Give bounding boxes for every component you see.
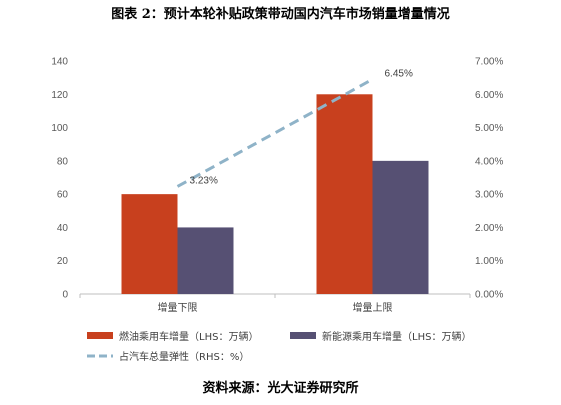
data-label: 6.45% [385,68,413,79]
y-left-tick-label: 140 [51,57,68,68]
elasticity-line [176,77,374,188]
legend: 燃油乘用车增量（LHS：万辆） 新能源乘用车增量（LHS：万辆） 占汽车总量弹性（R… [87,330,471,363]
data-label: 3.23% [190,175,218,186]
x-category-label: 增量上限 [353,301,393,314]
y-left-tick-label: 60 [57,190,69,201]
x-category-label: 增量下限 [158,301,198,314]
y-right-tick-label: 7.00% [475,57,503,68]
legend-label: 新能源乘用车增量（LHS：万辆） [322,330,471,343]
labels: 3.23% 6.45% [190,68,413,186]
bar [121,194,178,294]
source-note: 资料来源：光大证券研究所 [202,381,359,396]
y-right-tick-label: 3.00% [475,190,503,201]
chart-title: 图表 2：预计本轮补贴政策带动国内汽车市场销量增量情况 [111,7,450,22]
y-right-tick-label: 0.00% [475,290,503,301]
y-left-tick-label: 40 [57,223,69,234]
y-left-tick-label: 80 [57,156,69,167]
y-left-tick-label: 100 [51,123,68,134]
elasticity-series-line [176,77,374,188]
bars [121,94,429,295]
legend-label: 燃油乘用车增量（LHS：万辆） [119,330,258,343]
legend-swatch [290,332,316,339]
bar [316,94,373,295]
y-right-tick-label: 4.00% [475,156,503,167]
legend-swatch [87,332,113,339]
y-left-tick-label: 120 [51,90,68,101]
legend-label: 占汽车总量弹性（RHS：%） [119,350,249,363]
y-left-tick-label: 0 [62,290,68,301]
y-right-tick-label: 5.00% [475,123,503,134]
y-right-tick-label: 1.00% [475,256,503,267]
y-right-tick-label: 2.00% [475,223,503,234]
y-right-tick-label: 6.00% [475,90,503,101]
y-left-tick-label: 20 [57,256,69,267]
bar [177,227,234,294]
bar [372,160,429,294]
axes: 0 20 40 60 80 100 120 140 0.00% 1.00% 2.00% 3.00% 4.… [51,57,503,315]
